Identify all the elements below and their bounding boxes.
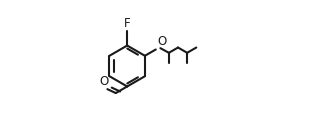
Text: O: O bbox=[99, 75, 108, 88]
Text: F: F bbox=[124, 17, 130, 30]
Text: O: O bbox=[157, 35, 166, 48]
